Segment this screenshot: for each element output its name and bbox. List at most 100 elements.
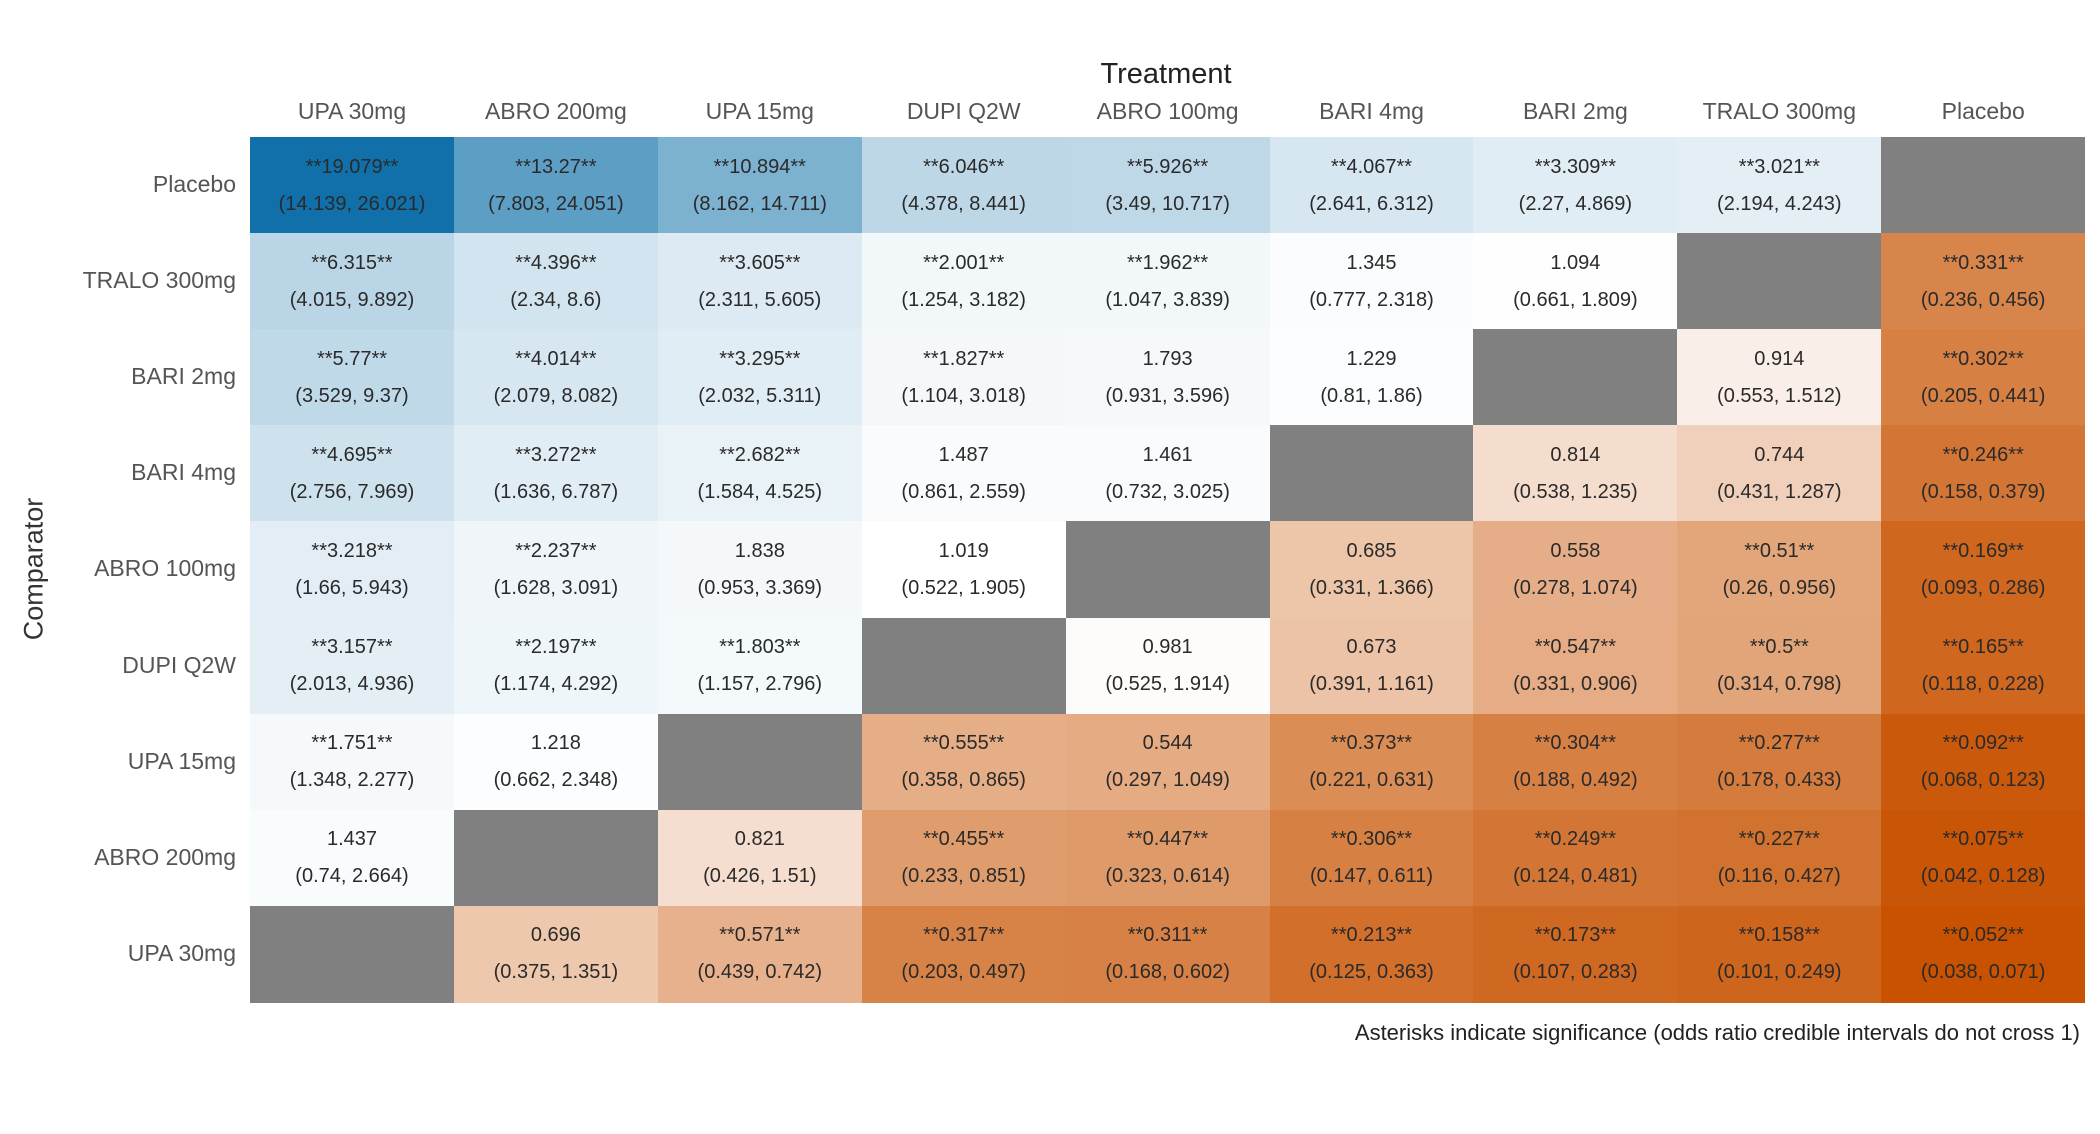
credible-interval-label: (1.254, 3.182) bbox=[901, 288, 1026, 311]
heatmap-cell: 1.461 (0.732, 3.025) bbox=[1065, 425, 1270, 523]
credible-interval-label: (1.584, 4.525) bbox=[697, 480, 823, 503]
credible-interval-label: (0.107, 0.283) bbox=[1513, 961, 1638, 984]
heatmap-cell: **0.277** (0.178, 0.433) bbox=[1677, 713, 1882, 811]
heatmap-cell: **0.447** (0.323, 0.614) bbox=[1065, 809, 1270, 907]
odds-ratio-label: **0.165** bbox=[1942, 636, 2024, 658]
heatmap-cell: **0.246** (0.158, 0.379) bbox=[1881, 425, 2086, 523]
credible-interval-label: (2.756, 7.969) bbox=[289, 480, 415, 503]
odds-ratio-label: **6.315** bbox=[311, 251, 393, 274]
odds-ratio-label: **0.5** bbox=[1749, 636, 1809, 658]
heatmap-cell: 1.487 (0.861, 2.559) bbox=[861, 425, 1066, 523]
credible-interval-label: (0.236, 0.456) bbox=[1920, 288, 2046, 311]
heatmap-cell: 0.685 (0.331, 1.366) bbox=[1269, 521, 1474, 619]
heatmap-cell: **3.605** (2.311, 5.605) bbox=[657, 233, 862, 331]
credible-interval-label: (1.348, 2.277) bbox=[289, 769, 415, 792]
heatmap-cell: **0.158** (0.101, 0.249) bbox=[1677, 905, 1882, 1003]
heatmap-cell: **5.926** (3.49, 10.717) bbox=[1065, 137, 1270, 234]
heatmap-cell: **19.079** (14.139, 26.021) bbox=[250, 137, 454, 234]
odds-ratio-label: 0.673 bbox=[1346, 636, 1397, 658]
odds-ratio-label: **0.317** bbox=[923, 924, 1005, 947]
odds-ratio-label: 0.744 bbox=[1754, 443, 1805, 466]
column-label: ABRO 200mg bbox=[484, 98, 627, 124]
credible-interval-label: (0.323, 0.614) bbox=[1105, 865, 1230, 888]
odds-ratio-label: **13.27** bbox=[515, 155, 597, 178]
odds-ratio-label: **4.014** bbox=[515, 347, 597, 370]
heatmap-cell: **3.272** (1.636, 6.787) bbox=[453, 425, 658, 523]
credible-interval-label: (0.221, 0.631) bbox=[1309, 769, 1434, 792]
credible-interval-label: (0.038, 0.071) bbox=[1920, 961, 2046, 984]
heatmap-cell: 0.914 (0.553, 1.512) bbox=[1677, 329, 1882, 427]
odds-ratio-label: **3.021** bbox=[1738, 155, 1820, 178]
heatmap-cell: **4.014** (2.079, 8.082) bbox=[453, 329, 658, 427]
row-label: BARI 4mg bbox=[131, 459, 236, 486]
heatmap-cell: **2.237** (1.628, 3.091) bbox=[453, 521, 658, 619]
odds-ratio-label: **0.447** bbox=[1127, 828, 1209, 851]
heatmap-cell: **5.77** (3.529, 9.37) bbox=[250, 329, 454, 427]
odds-ratio-label: **0.213** bbox=[1330, 924, 1413, 947]
column-label: DUPI Q2W bbox=[906, 98, 1021, 124]
heatmap-cell: **3.309** (2.27, 4.869) bbox=[1473, 137, 1678, 234]
heatmap-cell: **2.197** (1.174, 4.292) bbox=[453, 617, 658, 715]
odds-ratio-label: 0.685 bbox=[1346, 539, 1397, 562]
credible-interval-label: (0.439, 0.742) bbox=[697, 961, 823, 984]
heatmap-cell: **3.157** (2.013, 4.936) bbox=[250, 617, 454, 715]
diagonal-cell bbox=[1269, 425, 1474, 523]
odds-ratio-label: 0.914 bbox=[1754, 347, 1805, 370]
odds-ratio-label: **19.079** bbox=[305, 155, 399, 178]
credible-interval-label: (0.188, 0.492) bbox=[1513, 769, 1638, 792]
heatmap-cell: **1.962** (1.047, 3.839) bbox=[1065, 233, 1270, 331]
credible-interval-label: (0.125, 0.363) bbox=[1309, 961, 1434, 984]
odds-ratio-label: 1.019 bbox=[938, 539, 989, 562]
heatmap-cell: **3.021** (2.194, 4.243) bbox=[1677, 137, 1882, 234]
credible-interval-label: (2.079, 8.082) bbox=[493, 384, 619, 407]
odds-ratio-label: **0.547** bbox=[1534, 636, 1616, 658]
heatmap-cell: 1.094 (0.661, 1.809) bbox=[1473, 233, 1678, 331]
odds-ratio-label: **5.77** bbox=[316, 347, 388, 370]
credible-interval-label: (0.931, 3.596) bbox=[1105, 384, 1230, 407]
heatmap-cell: **6.046** (4.378, 8.441) bbox=[861, 137, 1066, 234]
heatmap-cell: **0.052** (0.038, 0.071) bbox=[1881, 905, 2086, 1003]
odds-ratio-label: **5.926** bbox=[1127, 155, 1209, 178]
footnote: Asterisks indicate significance (odds ra… bbox=[1354, 1020, 2080, 1045]
odds-ratio-label: **0.092** bbox=[1942, 732, 2024, 755]
odds-ratio-label: **2.682** bbox=[719, 443, 801, 466]
odds-ratio-label: **1.803** bbox=[719, 636, 801, 658]
heatmap-cell: **13.27** (7.803, 24.051) bbox=[453, 137, 658, 234]
row-label: ABRO 100mg bbox=[94, 555, 236, 582]
odds-ratio-label: **2.237** bbox=[515, 539, 597, 562]
heatmap-cell: **0.555** (0.358, 0.865) bbox=[861, 713, 1066, 811]
row-label: Placebo bbox=[152, 171, 236, 198]
heatmap-cell: 1.793 (0.931, 3.596) bbox=[1065, 329, 1270, 427]
odds-ratio-label: **0.331** bbox=[1942, 251, 2024, 274]
heatmap-cell: **10.894** (8.162, 14.711) bbox=[657, 137, 862, 234]
heatmap-cell: 1.838 (0.953, 3.369) bbox=[657, 521, 862, 619]
heatmap-cell: 1.019 (0.522, 1.905) bbox=[861, 521, 1066, 619]
heatmap-cell: **0.213** (0.125, 0.363) bbox=[1269, 905, 1474, 1003]
odds-ratio-label: **0.51** bbox=[1744, 539, 1815, 562]
credible-interval-label: (0.525, 1.914) bbox=[1105, 673, 1230, 695]
odds-ratio-label: 1.094 bbox=[1550, 251, 1601, 274]
credible-interval-label: (1.66, 5.943) bbox=[295, 576, 409, 599]
heatmap-cell: **3.218** (1.66, 5.943) bbox=[250, 521, 454, 619]
heatmap-cell: **0.51** (0.26, 0.956) bbox=[1677, 521, 1882, 619]
column-label: ABRO 100mg bbox=[1096, 98, 1239, 124]
credible-interval-label: (7.803, 24.051) bbox=[488, 192, 624, 215]
odds-ratio-label: 1.838 bbox=[734, 539, 785, 562]
odds-ratio-label: **4.396** bbox=[515, 251, 597, 274]
credible-interval-label: (0.314, 0.798) bbox=[1717, 673, 1842, 695]
odds-ratio-label: 1.487 bbox=[938, 443, 989, 466]
odds-ratio-label: **10.894** bbox=[713, 155, 806, 178]
credible-interval-label: (2.34, 8.6) bbox=[510, 288, 602, 311]
credible-interval-label: (0.358, 0.865) bbox=[901, 769, 1026, 792]
credible-interval-label: (0.391, 1.161) bbox=[1309, 673, 1434, 695]
odds-ratio-label: **1.962** bbox=[1127, 251, 1209, 274]
odds-ratio-label: **3.605** bbox=[719, 251, 801, 274]
odds-ratio-label: **0.311** bbox=[1127, 924, 1208, 947]
credible-interval-label: (0.101, 0.249) bbox=[1717, 961, 1842, 984]
odds-ratio-label: 0.981 bbox=[1142, 636, 1193, 658]
heatmap-cell: **1.751** (1.348, 2.277) bbox=[250, 713, 454, 811]
odds-ratio-label: 0.814 bbox=[1550, 443, 1601, 466]
odds-ratio-label: **0.249** bbox=[1534, 828, 1616, 851]
heatmap-cell: **0.306** (0.147, 0.611) bbox=[1269, 809, 1474, 907]
odds-ratio-label: 1.437 bbox=[326, 828, 378, 851]
